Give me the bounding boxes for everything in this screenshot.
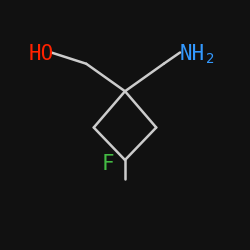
Text: F: F — [101, 154, 114, 174]
Text: 2: 2 — [206, 52, 214, 66]
Text: HO: HO — [29, 44, 54, 64]
Text: NH: NH — [180, 44, 205, 64]
